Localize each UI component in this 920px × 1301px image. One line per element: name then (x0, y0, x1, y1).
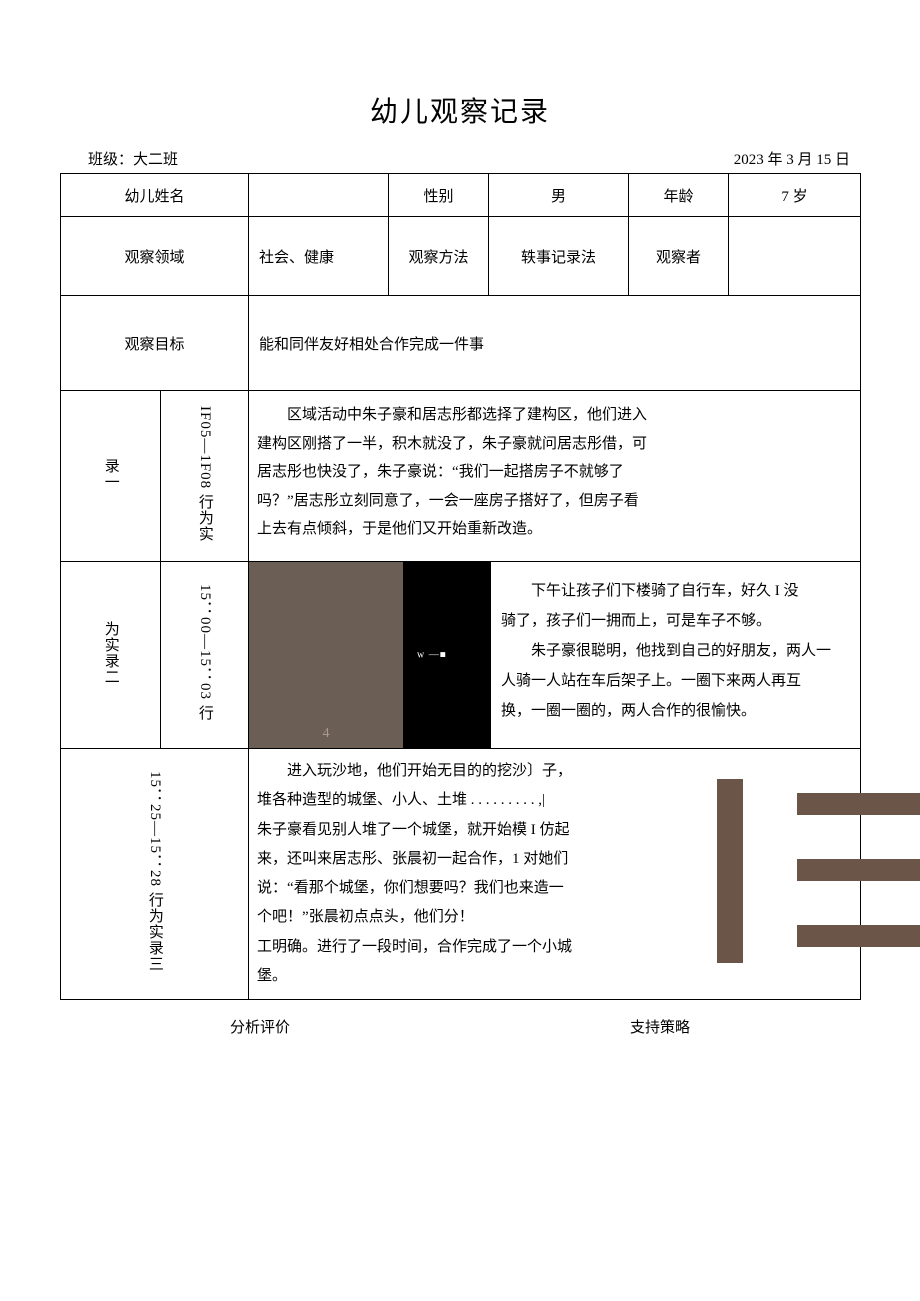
date-text: 2023 年 3 月 15 日 (734, 148, 850, 169)
rec2-image-left: 4 (249, 562, 403, 748)
name-value (249, 174, 389, 217)
row-goal: 观察目标 能和同伴友好相处合作完成一件事 (61, 296, 861, 391)
record-table: 幼儿姓名 性别 男 年龄 7 岁 观察领域 社会、健康 观察方法 轶事记录法 观… (60, 173, 861, 1000)
goal-label: 观察目标 (61, 296, 249, 391)
gender-label: 性别 (389, 174, 489, 217)
goal-value: 能和同伴友好相处合作完成一件事 (249, 296, 861, 391)
rec2-image-right: w —■ (403, 562, 491, 748)
rec1-time-label: IF05—1F08 行为实 (161, 391, 249, 562)
rec3-hbar-3 (797, 925, 920, 947)
observer-value (729, 217, 861, 296)
rec3-hbar-2 (797, 859, 920, 881)
rec3-vbar (717, 779, 743, 963)
rec1-side-label: 录一 (61, 391, 161, 562)
domain-label: 观察领域 (61, 217, 249, 296)
footer-strategy-label: 支持策略 (460, 1016, 860, 1037)
row-record-1: 录一 IF05—1F08 行为实 区域活动中朱子豪和居志彤都选择了建构区，他们进… (61, 391, 861, 562)
meta-line: 班级：大二班 2023 年 3 月 15 日 (60, 148, 860, 173)
age-value: 7 岁 (729, 174, 861, 217)
rec2-text: 下午让孩子们下楼骑了自行车，好久 I 没 骑了，孩子们一拥而上，可是车子不够。 … (491, 562, 860, 748)
footer-line: 分析评价 支持策略 (60, 1000, 860, 1037)
observer-label: 观察者 (629, 217, 729, 296)
domain-value: 社会、健康 (249, 217, 389, 296)
row-record-3: 15：25—15：28 行为实录三 进入玩沙地，他们开始无目的的挖沙〕子， 堆各… (61, 749, 861, 1000)
rec2-body: 4 w —■ 下午让孩子们下楼骑了自行车，好久 I 没 骑了，孩子们一拥而上，可… (249, 562, 861, 749)
page: 幼儿观察记录 班级：大二班 2023 年 3 月 15 日 幼儿姓名 性别 男 … (0, 0, 920, 1301)
rec1-body: 区域活动中朱子豪和居志彤都选择了建构区，他们进入建构区刚搭了一半，积木就没了，朱… (249, 391, 861, 562)
rec2-image: 4 w —■ (249, 562, 491, 748)
rec3-time-label: 15：25—15：28 行为实录三 (61, 749, 249, 1000)
rec3-hbar-1 (797, 793, 920, 815)
footer-analysis-label: 分析评价 (60, 1016, 460, 1037)
rec3-graphic (671, 749, 860, 999)
name-label: 幼儿姓名 (61, 174, 249, 217)
method-value: 轶事记录法 (489, 217, 629, 296)
rec2-time-label: 15：00—15：03 行 (161, 562, 249, 749)
rec2-side-label: 为实录二 (61, 562, 161, 749)
class-label: 班级：大二班 (88, 148, 178, 169)
age-label: 年龄 (629, 174, 729, 217)
rec3-body: 进入玩沙地，他们开始无目的的挖沙〕子， 堆各种造型的城堡、小人、土堆 . . .… (249, 749, 861, 1000)
page-title: 幼儿观察记录 (60, 90, 860, 130)
rec3-text: 进入玩沙地，他们开始无目的的挖沙〕子， 堆各种造型的城堡、小人、土堆 . . .… (249, 749, 671, 999)
row-basic-info: 幼儿姓名 性别 男 年龄 7 岁 (61, 174, 861, 217)
row-record-2: 为实录二 15：00—15：03 行 4 w —■ 下午让孩 (61, 562, 861, 749)
rec1-text: 区域活动中朱子豪和居志彤都选择了建构区，他们进入建构区刚搭了一半，积木就没了，朱… (249, 391, 655, 561)
method-label: 观察方法 (389, 217, 489, 296)
row-observe-meta: 观察领域 社会、健康 观察方法 轶事记录法 观察者 (61, 217, 861, 296)
gender-value: 男 (489, 174, 629, 217)
